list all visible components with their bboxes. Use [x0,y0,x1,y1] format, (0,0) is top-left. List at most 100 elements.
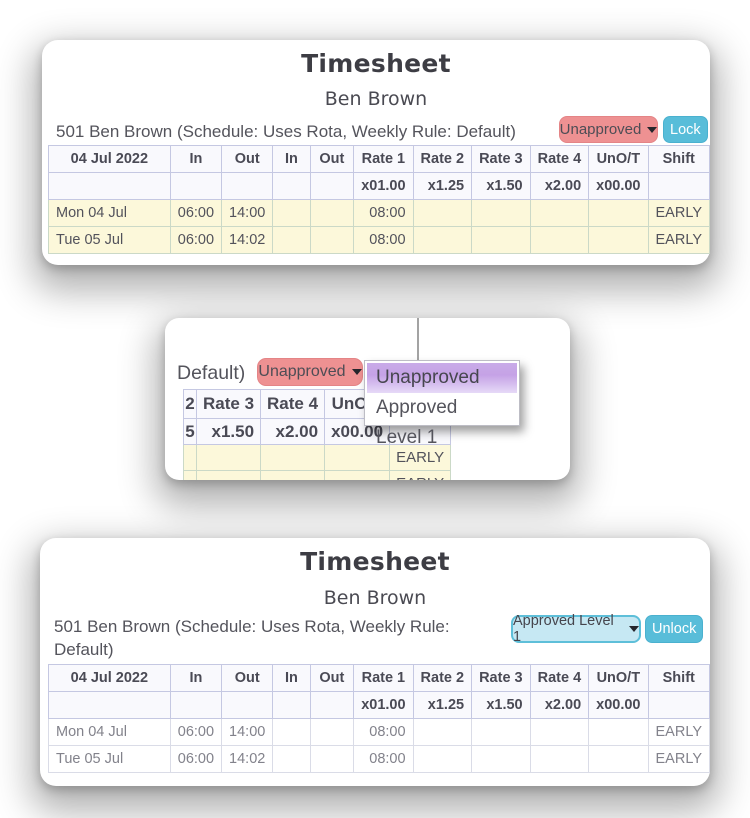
cell-rate1: 08:00 [353,718,414,746]
col-header-unot: UnO/T [588,145,649,173]
rate1-multiplier: x01.00 [353,172,414,200]
rate-multiplier-row: x01.00 x1.25 x1.50 x2.00 x00.00 [48,691,710,719]
employee-name: Ben Brown [323,587,427,609]
approval-status-dropdown[interactable]: Approved Level 1 [511,613,641,645]
rate4-multiplier: x2.00 [529,691,590,719]
cell-rate1: 08:00 [353,745,414,773]
rate2-multiplier: x1.25 [412,172,473,200]
col-header-out2: Out [309,664,355,692]
table-row: EARLY [183,470,452,480]
cell-shift-link[interactable]: EARLY [389,470,452,480]
col-header-in2: In [272,145,311,173]
info-line-2: Default) [54,640,114,659]
employee-schedule-info: 501 Ben Brown (Schedule: Uses Rota, Week… [54,615,450,661]
timesheet-card-approved: Timesheet Ben Brown 501 Ben Brown (Sched… [40,538,710,786]
cell-shift-link[interactable]: EARLY [389,444,452,471]
rate2-multiplier: x1.25 [412,691,473,719]
col-header-rate4: Rate 4 [260,389,326,419]
table-header-row: 04 Jul 2022 In Out In Out Rate 1 Rate 2 … [48,145,710,173]
table-row-tue: Tue 05 Jul 06:00 14:02 08:00 EARLY [48,226,710,254]
page-title: Timesheet [301,49,451,78]
col-header-out1: Out [221,145,274,173]
cell-out: 14:02 [221,745,274,773]
table-row-tue: Tue 05 Jul 06:00 14:02 08:00 EARLY [48,745,710,773]
dropdown-zoom-card: Default) Unapproved Unapproved Approved … [165,318,570,480]
cell-in: 06:00 [169,226,223,254]
rate2-multiplier-sliver: 5 [183,418,197,445]
col-header-out1: Out [221,664,274,692]
approval-menu: Unapproved Approved Level 1 [364,360,520,448]
rate3-multiplier: x1.50 [471,691,531,719]
table-row: EARLY [183,444,452,471]
col-header-rate2-sliver: 2 [183,389,197,419]
lock-button-label: Lock [670,121,701,138]
col-header-rate2: Rate 2 [412,145,473,173]
unot-multiplier: x00.00 [588,691,649,719]
col-header-rate1: Rate 1 [353,664,414,692]
rate3-multiplier: x1.50 [471,172,531,200]
cell-out-link[interactable]: 14:00 [221,718,274,746]
col-header-shift: Shift [647,145,710,173]
cell-shift-link[interactable]: EARLY [647,199,710,227]
unlock-button[interactable]: Unlock [645,615,704,643]
cell-shift: EARLY [647,226,710,254]
info-text-fragment: Default) [177,362,246,384]
cell-shift: EARLY [647,745,710,773]
cell-in-link[interactable]: 06:00 [169,718,223,746]
info-line-1: 501 Ben Brown (Schedule: Uses Rota, Week… [54,617,450,636]
col-header-shift: Shift [647,664,710,692]
col-header-in2: In [272,664,311,692]
cell-in-link[interactable]: 06:00 [169,199,223,227]
table-row-mon: Mon 04 Jul 06:00 14:00 08:00 EARLY [48,718,710,746]
rate4-multiplier: x2.00 [529,172,590,200]
col-header-date: 04 Jul 2022 [48,664,171,692]
col-header-rate3: Rate 3 [195,389,262,419]
rate1-multiplier: x01.00 [353,691,414,719]
cell-rate1: 08:00 [353,226,414,254]
lock-button[interactable]: Lock [663,116,708,143]
col-header-rate2: Rate 2 [412,664,473,692]
col-header-date: 04 Jul 2022 [48,145,171,173]
rate4-multiplier: x2.00 [260,418,326,445]
menu-item-unapproved[interactable]: Unapproved [367,363,517,393]
rate3-multiplier: x1.50 [195,418,262,445]
col-header-rate3: Rate 3 [471,145,531,173]
cell-day: Tue 05 Jul [48,745,171,773]
unlock-button-label: Unlock [652,621,697,637]
approval-status-label: Unapproved [258,363,346,380]
unot-multiplier: x00.00 [588,172,649,200]
table-row-mon: Mon 04 Jul 06:00 14:00 08:00 EARLY [48,199,710,227]
page-title: Timesheet [300,547,450,576]
cell-out: 14:02 [221,226,274,254]
employee-schedule-info: 501 Ben Brown (Schedule: Uses Rota, Week… [56,122,516,141]
caret-down-icon [647,126,658,133]
cell-day: Mon 04 Jul [48,718,171,746]
col-header-rate4: Rate 4 [529,664,590,692]
col-header-unot: UnO/T [588,664,649,692]
cell-day: Tue 05 Jul [48,226,171,254]
rate-multiplier-row: x01.00 x1.25 x1.50 x2.00 x00.00 [48,172,710,200]
approval-status-dropdown[interactable]: Unapproved [559,116,658,143]
col-header-rate4: Rate 4 [529,145,590,173]
col-header-in1: In [169,145,223,173]
col-header-rate3: Rate 3 [471,664,531,692]
timesheet-table-approved: 04 Jul 2022 In Out In Out Rate 1 Rate 2 … [48,664,710,773]
cell-out-link[interactable]: 14:00 [221,199,274,227]
col-header-out2: Out [309,145,355,173]
menu-item-approved-level-1[interactable]: Approved Level 1 [376,397,458,448]
timesheet-card-unapproved: Timesheet Ben Brown 501 Ben Brown (Sched… [42,40,710,265]
cell-in: 06:00 [169,745,223,773]
col-header-in1: In [169,664,223,692]
cell-day: Mon 04 Jul [48,199,171,227]
table-header-row: 04 Jul 2022 In Out In Out Rate 1 Rate 2 … [48,664,710,692]
caret-down-icon [351,369,362,375]
timesheet-table-unapproved: 04 Jul 2022 In Out In Out Rate 1 Rate 2 … [48,145,710,254]
employee-name: Ben Brown [324,88,428,110]
approval-status-label: Approved Level 1 [513,613,614,645]
cell-shift-link[interactable]: EARLY [647,718,710,746]
approval-status-label: Unapproved [559,121,642,138]
approval-status-dropdown[interactable]: Unapproved [257,358,363,386]
caret-down-icon [629,626,639,632]
cell-rate1: 08:00 [353,199,414,227]
